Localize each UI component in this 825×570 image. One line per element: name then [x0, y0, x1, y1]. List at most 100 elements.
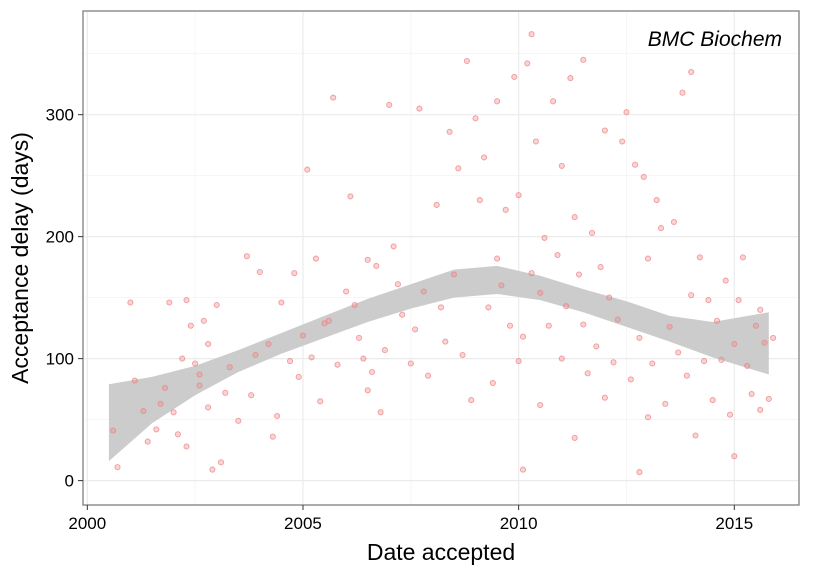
data-point [506, 322, 514, 329]
data-point [757, 406, 764, 413]
data-point [739, 254, 746, 261]
data-point [481, 154, 488, 161]
data-point [580, 321, 587, 328]
data-point [718, 356, 725, 363]
data-point [373, 262, 380, 269]
data-point [187, 322, 194, 329]
data-point [114, 464, 121, 471]
data-point [696, 254, 703, 261]
data-point [468, 397, 475, 404]
data-point [183, 443, 190, 450]
data-point [649, 360, 656, 367]
data-point [636, 334, 643, 341]
data-point [528, 270, 535, 277]
data-point [748, 390, 755, 398]
data-point [183, 297, 190, 304]
x-tick-label: 2005 [284, 514, 322, 533]
data-point [334, 361, 341, 368]
data-point [381, 347, 388, 354]
data-point [554, 251, 561, 259]
data-point [386, 101, 393, 108]
y-axis-title: Acceptance delay (days) [7, 132, 33, 384]
data-point [528, 31, 535, 38]
data-point [515, 358, 522, 365]
data-point [325, 317, 332, 324]
data-point [166, 299, 173, 306]
data-point [274, 412, 281, 420]
data-point [360, 355, 367, 362]
data-point [726, 411, 734, 418]
data-point [433, 201, 440, 208]
data-point [653, 197, 660, 204]
data-point [252, 351, 259, 359]
data-point [502, 206, 509, 213]
data-point [455, 165, 462, 172]
data-point [368, 368, 376, 376]
data-point [286, 358, 294, 365]
data-point [205, 404, 212, 411]
data-point [196, 382, 203, 389]
data-point [347, 193, 354, 200]
data-point [390, 243, 397, 250]
data-point [761, 339, 768, 346]
data-point [217, 459, 225, 466]
data-point [394, 281, 401, 288]
data-point [614, 316, 621, 323]
data-point [269, 433, 276, 440]
data-point [610, 359, 617, 366]
data-point [299, 332, 307, 339]
data-point [722, 277, 729, 284]
data-points [110, 31, 777, 476]
data-point [355, 334, 363, 341]
data-point [571, 434, 578, 441]
data-point [679, 89, 686, 96]
data-point [623, 109, 630, 116]
data-point [524, 60, 531, 67]
confidence-ribbon [108, 265, 769, 462]
data-point [472, 115, 479, 122]
data-point [571, 214, 578, 221]
data-point [416, 105, 423, 112]
data-point [511, 73, 518, 80]
data-point [161, 384, 169, 391]
data-point [291, 270, 298, 277]
data-point [593, 343, 600, 350]
data-point [459, 351, 466, 359]
data-point [248, 392, 255, 399]
data-point [688, 68, 695, 76]
y-tick-label: 200 [46, 228, 74, 247]
data-point [537, 289, 544, 296]
grid-lines [83, 11, 799, 505]
data-point [494, 255, 501, 262]
data-point [735, 297, 742, 304]
data-point [601, 394, 608, 401]
data-point [420, 288, 427, 295]
data-point [675, 349, 682, 356]
data-point [446, 128, 453, 135]
journal-annotation: BMC Biochem [648, 28, 782, 51]
data-point [765, 395, 772, 402]
data-point [265, 340, 272, 348]
data-point [222, 389, 229, 396]
data-point [563, 303, 570, 310]
data-point [692, 432, 699, 439]
data-point [425, 372, 432, 379]
data-point [627, 376, 634, 383]
data-point [209, 466, 216, 473]
data-point [666, 323, 673, 330]
data-point [558, 162, 565, 169]
data-point [584, 370, 591, 377]
data-point [235, 417, 242, 424]
x-tick-label: 2000 [68, 514, 106, 533]
data-point [256, 268, 263, 276]
data-point [597, 264, 604, 271]
data-point [476, 197, 483, 204]
y-tick-label: 100 [46, 350, 74, 369]
data-point [744, 362, 751, 369]
data-point [450, 271, 457, 278]
data-point [731, 453, 738, 460]
data-point [713, 317, 721, 324]
data-point [364, 387, 371, 394]
data-point [489, 379, 496, 387]
